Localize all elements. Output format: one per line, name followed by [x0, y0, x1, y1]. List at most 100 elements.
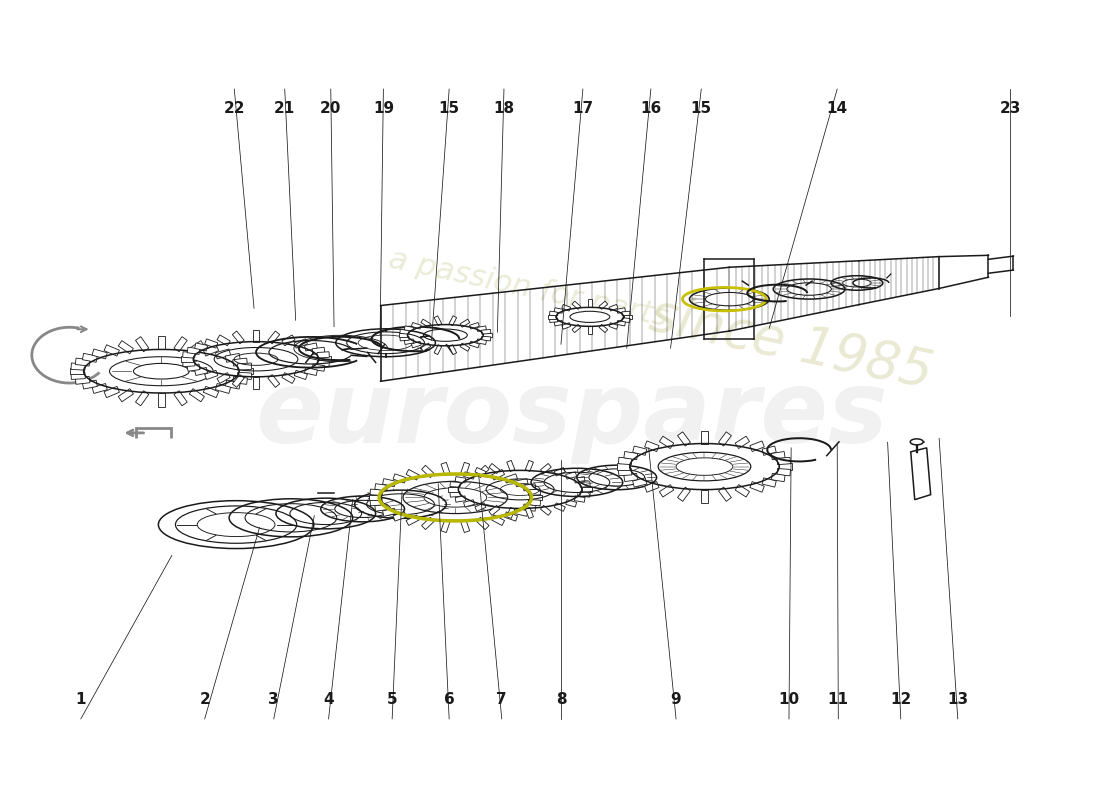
Polygon shape [216, 383, 231, 394]
Polygon shape [92, 383, 108, 394]
Polygon shape [135, 337, 149, 352]
Polygon shape [441, 519, 450, 533]
Polygon shape [678, 432, 691, 446]
Text: 20: 20 [320, 101, 341, 116]
Text: 4: 4 [323, 692, 334, 707]
Polygon shape [135, 390, 149, 406]
Polygon shape [174, 390, 187, 406]
Polygon shape [463, 472, 474, 479]
Polygon shape [515, 508, 528, 516]
Polygon shape [477, 339, 486, 345]
Polygon shape [450, 491, 460, 497]
Polygon shape [600, 301, 607, 310]
Polygon shape [735, 485, 749, 497]
Text: 9: 9 [671, 692, 681, 707]
Polygon shape [617, 321, 626, 326]
Ellipse shape [69, 346, 253, 397]
Ellipse shape [548, 305, 631, 329]
Polygon shape [393, 474, 406, 483]
Text: 16: 16 [640, 101, 661, 116]
Polygon shape [530, 494, 542, 500]
Polygon shape [370, 489, 383, 495]
Polygon shape [400, 336, 409, 341]
Polygon shape [460, 343, 470, 351]
Polygon shape [550, 311, 558, 316]
Polygon shape [524, 484, 536, 491]
Polygon shape [82, 380, 97, 389]
Polygon shape [370, 499, 383, 506]
Polygon shape [205, 339, 218, 348]
Polygon shape [75, 358, 90, 366]
Polygon shape [528, 499, 540, 506]
Polygon shape [779, 463, 792, 470]
Polygon shape [600, 324, 607, 333]
Polygon shape [492, 515, 505, 526]
Text: 7: 7 [496, 692, 507, 707]
Text: 11: 11 [828, 692, 849, 707]
Polygon shape [441, 462, 450, 475]
Text: 19: 19 [373, 101, 394, 116]
Polygon shape [317, 360, 329, 366]
Text: 21: 21 [274, 101, 295, 116]
Polygon shape [400, 330, 409, 334]
Polygon shape [183, 352, 195, 358]
Polygon shape [92, 349, 108, 359]
Polygon shape [69, 368, 84, 374]
Polygon shape [632, 446, 647, 455]
Polygon shape [434, 345, 442, 354]
Polygon shape [449, 345, 456, 354]
Polygon shape [528, 489, 540, 495]
Text: 8: 8 [556, 692, 566, 707]
Polygon shape [621, 318, 630, 322]
Polygon shape [195, 343, 208, 351]
Polygon shape [617, 463, 629, 470]
Polygon shape [238, 372, 252, 379]
Polygon shape [624, 315, 631, 319]
Polygon shape [621, 311, 630, 316]
Polygon shape [398, 333, 407, 337]
Polygon shape [460, 319, 470, 327]
Polygon shape [562, 322, 571, 330]
Polygon shape [174, 337, 187, 352]
Polygon shape [72, 372, 86, 379]
Polygon shape [505, 512, 518, 521]
Polygon shape [618, 458, 631, 465]
Polygon shape [158, 393, 165, 407]
Polygon shape [470, 322, 480, 329]
Polygon shape [187, 347, 200, 354]
Polygon shape [718, 487, 732, 502]
Polygon shape [226, 380, 240, 389]
Polygon shape [232, 374, 244, 387]
Text: 2: 2 [199, 692, 210, 707]
Polygon shape [182, 357, 194, 362]
Polygon shape [762, 446, 777, 455]
Polygon shape [645, 441, 659, 451]
Polygon shape [119, 341, 133, 354]
Ellipse shape [449, 467, 592, 511]
Polygon shape [75, 376, 90, 384]
Text: 5: 5 [387, 692, 397, 707]
Polygon shape [580, 491, 591, 497]
Polygon shape [189, 389, 205, 402]
Polygon shape [505, 474, 518, 483]
Polygon shape [406, 515, 419, 526]
Polygon shape [524, 504, 536, 511]
Text: 12: 12 [890, 692, 912, 707]
Polygon shape [312, 364, 324, 371]
Polygon shape [119, 389, 133, 402]
Polygon shape [572, 301, 581, 310]
Polygon shape [554, 467, 565, 476]
Polygon shape [253, 330, 258, 342]
Polygon shape [750, 441, 764, 451]
Polygon shape [540, 506, 551, 515]
Polygon shape [470, 342, 480, 348]
Text: 10: 10 [779, 692, 800, 707]
Polygon shape [476, 518, 490, 530]
Polygon shape [393, 512, 406, 521]
Polygon shape [540, 463, 551, 474]
Polygon shape [461, 462, 470, 475]
Text: 3: 3 [268, 692, 279, 707]
Polygon shape [233, 376, 248, 384]
Polygon shape [368, 494, 381, 500]
Polygon shape [82, 354, 97, 362]
